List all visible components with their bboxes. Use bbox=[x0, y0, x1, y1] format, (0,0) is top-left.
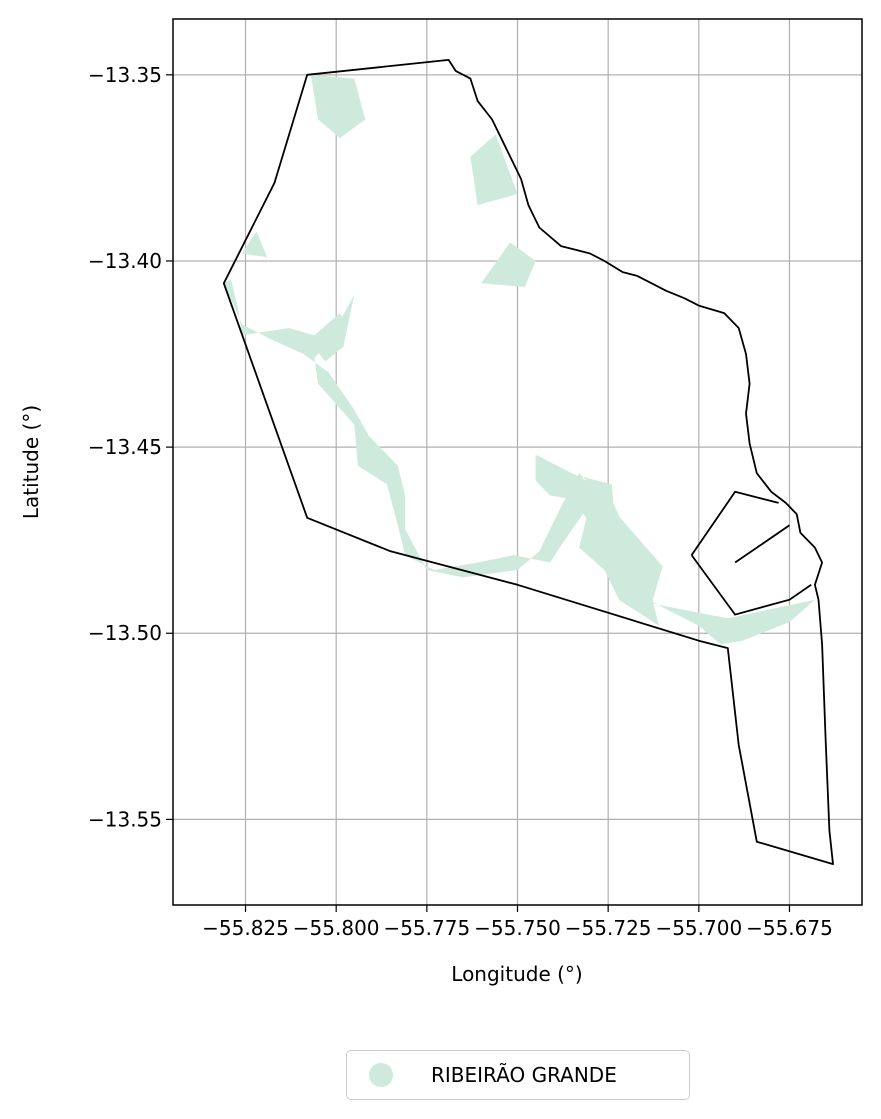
y-tick-label: −13.40 bbox=[88, 249, 162, 273]
grid-lines bbox=[173, 19, 862, 905]
map-boundary-inner-line bbox=[690, 554, 812, 616]
map-boundary-outline bbox=[222, 59, 834, 865]
map-region-fill bbox=[470, 134, 518, 206]
map-region-fill bbox=[310, 294, 355, 362]
map-region-fill bbox=[310, 74, 366, 139]
map-boundary bbox=[222, 59, 834, 865]
x-tick-label: −55.825 bbox=[202, 916, 289, 940]
map-regions bbox=[223, 74, 815, 645]
x-tick-label: −55.700 bbox=[655, 916, 742, 940]
map-region-fill bbox=[535, 454, 659, 626]
x-tick-label: −55.675 bbox=[746, 916, 833, 940]
x-tick-label: −55.800 bbox=[293, 916, 380, 940]
y-tick-label: −13.35 bbox=[88, 63, 162, 87]
x-axis-ticks: −55.825 −55.800 −55.775 −55.750 −55.725 −55.7… bbox=[202, 905, 833, 940]
map-region-fill bbox=[481, 242, 536, 287]
map-boundary-inner-line bbox=[690, 490, 779, 556]
y-tick-label: −13.50 bbox=[88, 621, 162, 645]
x-axis-label: Longitude (°) bbox=[451, 962, 582, 986]
x-tick-label: −55.775 bbox=[383, 916, 470, 940]
x-tick-label: −55.725 bbox=[565, 916, 652, 940]
y-axis-ticks: −13.35 −13.40 −13.45 −13.50 −13.55 bbox=[88, 63, 173, 831]
map-boundary-inner-line bbox=[734, 524, 791, 564]
map-region-fill bbox=[241, 231, 268, 258]
legend: RIBEIRÃO GRANDE bbox=[346, 1050, 690, 1100]
y-tick-label: −13.55 bbox=[88, 807, 162, 831]
y-axis-label: Latitude (°) bbox=[19, 405, 43, 519]
legend-label: RIBEIRÃO GRANDE bbox=[431, 1063, 617, 1087]
y-tick-label: −13.45 bbox=[88, 435, 162, 459]
legend-marker bbox=[369, 1063, 393, 1087]
x-tick-label: −55.750 bbox=[474, 916, 561, 940]
